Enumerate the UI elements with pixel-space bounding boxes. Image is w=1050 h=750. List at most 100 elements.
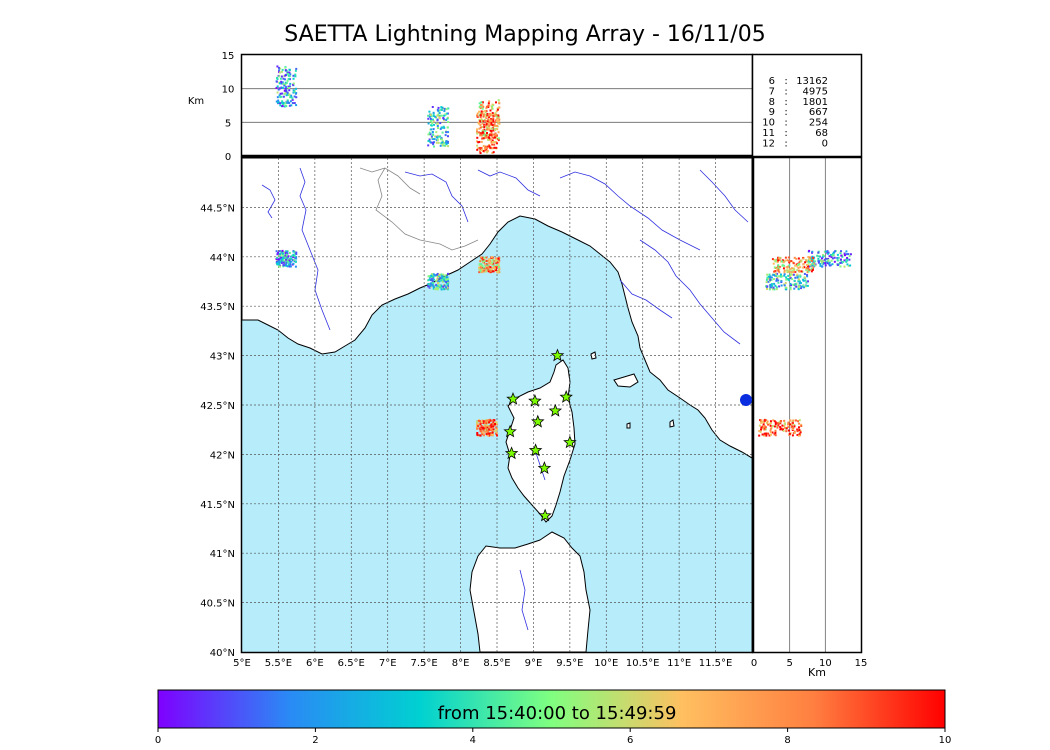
altitude-lon-source: [494, 133, 497, 136]
altitude-lon-source: [432, 143, 435, 146]
lat-altitude-source: [784, 256, 787, 259]
count-station-label: 10: [762, 118, 775, 129]
map-lightning-source: [482, 270, 485, 273]
altitude-lon-source: [295, 96, 298, 99]
altitude-lon-source: [293, 95, 296, 98]
altitude-lon-source: [435, 131, 438, 134]
lat-altitude-source: [806, 275, 809, 278]
altitude-lon-source: [440, 142, 443, 145]
lma-stations: [503, 348, 577, 522]
lat-altitude-source: [840, 254, 843, 257]
lat-altitude-source: [767, 275, 770, 278]
altitude-lon-source: [439, 127, 442, 130]
lat-altitude-source: [762, 425, 765, 428]
lat-altitude-source: [830, 259, 833, 262]
altitude-lon-source: [439, 122, 442, 125]
lat-altitude-source: [763, 419, 766, 422]
lat-altitude-source: [769, 278, 772, 281]
map-lightning-source: [492, 419, 495, 422]
altitude-lon-source: [286, 71, 289, 74]
altitude-lon-source: [495, 115, 498, 118]
altitude-lon-source: [427, 133, 430, 136]
altitude-lon-source: [279, 67, 282, 70]
lat-altitude-source: [798, 429, 801, 432]
lat-altitude-source: [793, 425, 796, 428]
lat-altitude-source: [783, 271, 786, 274]
map-lightning-source: [281, 251, 284, 254]
lat-tick-label: 43°N: [210, 352, 235, 363]
altitude-lon-source: [428, 110, 431, 113]
lat-altitude-source: [761, 433, 764, 436]
colorbar-tick-label: 4: [470, 735, 476, 746]
altitude-lon-source: [445, 108, 448, 111]
altitude-lon-source: [284, 69, 287, 72]
altitude-lon-source: [284, 102, 287, 105]
count-separator: :: [784, 76, 787, 87]
map-lightning-source: [443, 288, 446, 291]
altitude-lon-source: [493, 143, 496, 146]
lat-altitude-source: [792, 419, 795, 422]
lat-altitude-source: [824, 250, 827, 253]
altitude-lon-source: [488, 100, 491, 103]
altitude-lon-source: [492, 151, 495, 154]
map-lightning-source: [287, 255, 290, 258]
map-lightning-source: [479, 260, 482, 263]
lat-altitude-source: [820, 261, 823, 264]
altitude-lon-source: [287, 77, 290, 80]
lat-altitude-source: [780, 260, 783, 263]
map-lightning-source: [445, 276, 448, 279]
altitude-lon-source: [283, 75, 286, 78]
map-lightning-source: [427, 283, 430, 286]
map-lightning-source: [294, 260, 297, 263]
altitude-lon-source: [488, 134, 491, 137]
lat-altitude-source: [812, 262, 815, 265]
lat-altitude-source: [779, 422, 782, 425]
lat-altitude-source: [836, 256, 839, 259]
lat-altitude-source: [789, 275, 792, 278]
altitude-lon-source: [427, 140, 430, 143]
map-lightning-source: [486, 432, 489, 435]
map-lightning-source: [478, 268, 481, 271]
lat-altitude-source: [766, 420, 769, 423]
lat-altitude-source: [787, 256, 790, 259]
map-gridlines: [242, 158, 752, 652]
lat-altitude-source: [845, 260, 848, 263]
lat-altitude-source: [819, 264, 822, 267]
map-lightning-source: [481, 268, 484, 271]
lat-altitude-source: [804, 276, 807, 279]
lat-altitude-source: [766, 285, 769, 288]
lat-altitude-source: [760, 428, 763, 431]
map-lightning-source: [489, 424, 492, 427]
lat-altitude-source: [811, 259, 814, 262]
altitude-lon-source: [445, 131, 448, 134]
map-lightning-source: [440, 288, 443, 291]
altitude-lon-source: [428, 138, 431, 141]
colorbar-ticks: 0 2 4 6 8 10: [155, 728, 951, 746]
map-lightning-source: [497, 266, 500, 269]
lat-altitude-source: [784, 286, 787, 289]
map-lightning-source: [279, 260, 282, 263]
lat-altitude-source: [806, 265, 809, 268]
lat-altitude-source: [758, 424, 761, 427]
lat-tick-label: 42°N: [210, 450, 235, 461]
lat-altitude-source: [774, 431, 777, 434]
altitude-lon-source: [445, 140, 448, 143]
map-lightning-source: [290, 260, 293, 263]
map-lightning-source: [482, 434, 485, 437]
altitude-lon-source: [445, 118, 448, 121]
map-lightning-source: [276, 256, 279, 259]
lat-altitude-source: [771, 431, 774, 434]
lat-altitude-source: [803, 272, 806, 275]
lat-altitude-source: [808, 257, 811, 260]
altitude-lon-source: [484, 110, 487, 113]
altitude-lon-source: [479, 126, 482, 129]
altitude-lon-source: [286, 79, 289, 82]
lat-altitude-source: [799, 431, 802, 434]
map-lightning-source: [488, 260, 491, 263]
map-lightning-source: [483, 256, 486, 259]
altitude-lon-source: [284, 83, 287, 86]
altitude-lon-source: [490, 132, 493, 135]
altitude-lon-source: [446, 117, 449, 120]
altitude-lon-source: [489, 119, 492, 122]
altitude-lon-source: [490, 119, 493, 122]
